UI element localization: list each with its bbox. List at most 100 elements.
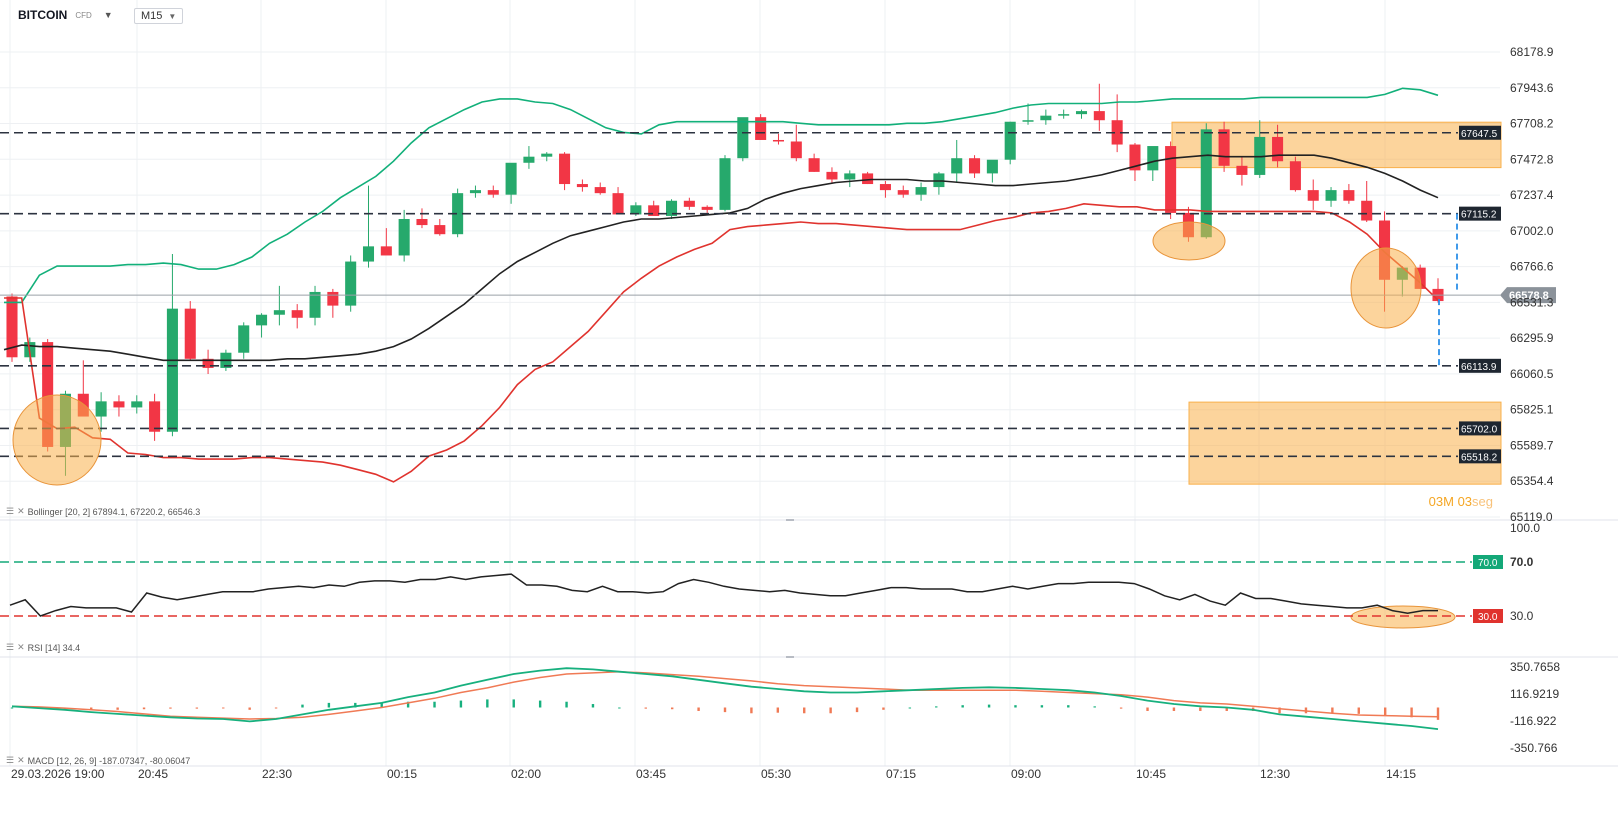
- price-level-value: 66113.9: [1461, 362, 1497, 373]
- candle-body: [469, 190, 481, 194]
- close-icon[interactable]: ✕: [17, 755, 25, 765]
- candle-body: [755, 117, 767, 140]
- price-level-value: 67115.2: [1461, 210, 1497, 221]
- candle-body: [790, 141, 802, 159]
- candle-body: [1093, 111, 1105, 121]
- candle-body: [1058, 114, 1070, 116]
- candle-body: [1218, 129, 1230, 166]
- candle-body: [986, 159, 998, 174]
- price-axis-label: 67708.2: [1510, 117, 1554, 131]
- macd-histogram-bar: [803, 707, 806, 714]
- price-axis-label: 66531.3: [1510, 295, 1554, 309]
- rsi-line: [9, 573, 1438, 617]
- macd-histogram-bar: [512, 699, 515, 708]
- macd-histogram-bar: [380, 702, 383, 708]
- highlight-circle: [1350, 247, 1422, 329]
- timeframe-selector[interactable]: M15 ▼: [134, 8, 184, 24]
- candle-body: [1289, 161, 1301, 191]
- candle-body: [969, 158, 981, 174]
- price-level-tag: [1459, 358, 1501, 373]
- candle-body: [1325, 190, 1337, 201]
- macd-histogram-bar: [459, 700, 463, 708]
- macd-histogram-bar: [195, 707, 199, 709]
- price-axis-label: 67002.0: [1510, 224, 1554, 238]
- candle-body: [398, 218, 410, 256]
- settings-icon[interactable]: ☰: [6, 506, 15, 516]
- pane-resize-handle: [786, 656, 794, 658]
- chevron-down-icon[interactable]: ▼: [103, 10, 113, 20]
- rsi-level-tag: [1473, 555, 1503, 569]
- current-price-value: 66578.8: [1509, 290, 1549, 302]
- macd-histogram-bar: [1040, 705, 1044, 708]
- candle-body: [1272, 136, 1284, 162]
- macd-histogram-bar: [354, 702, 357, 708]
- macd-histogram-bar: [618, 707, 621, 709]
- rsi-legend[interactable]: ☰ ✕ RSI [14] 34.4: [6, 642, 80, 653]
- candle-body: [1147, 146, 1159, 171]
- rsi-level-value: 30.0: [1478, 612, 1498, 623]
- candle-body: [541, 153, 553, 157]
- candle-body: [1165, 146, 1177, 213]
- candle-body: [523, 156, 535, 163]
- settings-icon[interactable]: ☰: [6, 755, 15, 765]
- macd-histogram-bar: [10, 707, 14, 709]
- price-axis-label: 66295.9: [1510, 331, 1554, 345]
- macd-histogram-bar: [248, 707, 251, 710]
- candle-body: [701, 206, 713, 210]
- chevron-down-icon: ▼: [168, 11, 177, 21]
- highlight-circle: [12, 394, 102, 486]
- candle-body: [612, 193, 624, 215]
- candle-body: [1307, 190, 1319, 201]
- price-axis-label: 67237.4: [1510, 188, 1554, 202]
- macd-legend[interactable]: ☰ ✕ MACD [12, 26, 9] -187.07347, -80.060…: [6, 755, 190, 766]
- candle-body: [1004, 121, 1016, 160]
- macd-histogram-bar: [908, 707, 912, 709]
- candle-body: [434, 225, 446, 235]
- macd-histogram-bar: [1436, 707, 1440, 720]
- settings-icon[interactable]: ☰: [6, 642, 15, 652]
- candle-body: [1075, 111, 1088, 115]
- macd-line: [11, 667, 1439, 730]
- bollinger-legend[interactable]: ☰ ✕ Bollinger [20, 2] 67894.1, 67220.2, …: [6, 506, 200, 517]
- candle-body: [879, 184, 891, 191]
- macd-histogram-bar: [222, 707, 225, 709]
- macd-histogram-bar: [1172, 707, 1176, 711]
- timer-seconds-unit: seg: [1472, 494, 1493, 509]
- candle-body: [256, 314, 268, 326]
- macd-histogram-bar: [565, 701, 568, 708]
- timer-seconds: 03: [1457, 494, 1473, 509]
- symbol-selector[interactable]: BITCOIN CFD ▼: [18, 8, 113, 22]
- macd-axis-label: 350.7658: [1510, 660, 1560, 674]
- candle-body: [416, 218, 428, 226]
- candle-body: [505, 162, 517, 195]
- price-level-value: 65702.0: [1461, 424, 1498, 435]
- candle-body: [345, 261, 357, 306]
- macd-histogram-bar: [670, 707, 674, 710]
- macd-histogram-bar: [1383, 707, 1387, 716]
- candle-body: [380, 246, 392, 256]
- macd-histogram-bar: [776, 707, 780, 713]
- macd-histogram-bar: [961, 705, 964, 708]
- macd-histogram-bar: [486, 699, 489, 708]
- close-icon[interactable]: ✕: [17, 642, 25, 652]
- highlight-circle: [1152, 221, 1226, 261]
- price-axis-label: 65354.4: [1510, 474, 1554, 488]
- macd-histogram-bar: [1410, 707, 1413, 718]
- candle-body: [131, 401, 143, 408]
- candle-body: [309, 291, 321, 318]
- price-axis-label: 66766.6: [1510, 260, 1554, 274]
- macd-signal-line: [11, 670, 1439, 720]
- price-level-tag: [1459, 125, 1501, 140]
- macd-histogram-bar: [538, 700, 542, 708]
- candle-body: [1129, 144, 1141, 171]
- candle-body: [6, 296, 18, 358]
- candle-body: [951, 158, 963, 174]
- macd-histogram-bar: [1014, 705, 1017, 708]
- time-axis-label: 03:45: [636, 767, 666, 781]
- rsi-level-tag: [1473, 609, 1503, 623]
- price-axis-label: 68178.9: [1510, 45, 1554, 59]
- close-icon[interactable]: ✕: [17, 506, 25, 516]
- macd-histogram-bar: [1199, 707, 1202, 711]
- price-axis-label: 65119.0: [1510, 510, 1553, 524]
